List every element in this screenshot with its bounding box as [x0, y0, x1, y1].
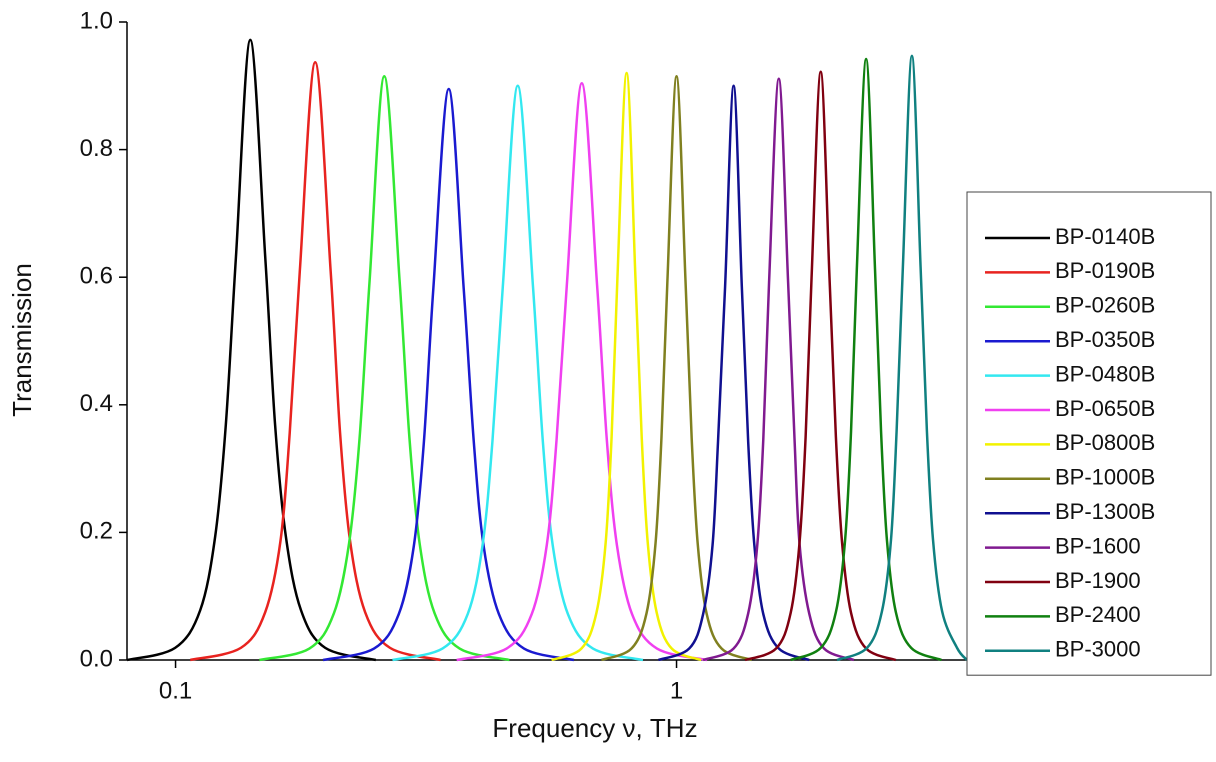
legend-label: BP-0800B: [1055, 430, 1155, 455]
series-line: [189, 60, 441, 662]
legend-label: BP-0480B: [1055, 361, 1155, 386]
legend-label: BP-3000: [1055, 637, 1141, 662]
legend-label: BP-2400: [1055, 602, 1141, 627]
series-line: [259, 74, 510, 662]
y-tick-label: 0.0: [80, 645, 113, 672]
legend-label: BP-0350B: [1055, 327, 1155, 352]
series-line: [790, 57, 942, 662]
series-line: [657, 84, 810, 662]
legend-label: BP-0650B: [1055, 396, 1155, 421]
legend-label: BP-1000B: [1055, 465, 1155, 490]
y-tick-label: 0.8: [80, 135, 113, 162]
series-line: [836, 54, 968, 662]
series-line: [322, 87, 575, 662]
series-line: [702, 77, 855, 662]
legend-label: BP-1600: [1055, 533, 1141, 558]
y-tick-label: 0.4: [80, 390, 113, 417]
legend-label: BP-0190B: [1055, 258, 1155, 283]
x-axis-label: Frequency ν, THz: [492, 713, 697, 743]
series-line: [456, 81, 708, 662]
y-tick-label: 0.6: [80, 263, 113, 290]
x-tick-label: 1: [670, 677, 683, 704]
y-axis-label: Transmission: [7, 263, 37, 417]
series-line: [744, 70, 897, 662]
series-line: [126, 38, 377, 662]
legend-label: BP-0260B: [1055, 293, 1155, 318]
series-line: [392, 84, 644, 662]
y-tick-label: 0.2: [80, 518, 113, 545]
y-tick-label: 1.0: [80, 7, 113, 34]
legend-label: BP-1300B: [1055, 499, 1155, 524]
series-line: [600, 74, 753, 662]
legend-label: BP-0140B: [1055, 224, 1155, 249]
legend-label: BP-1900: [1055, 568, 1141, 593]
x-tick-label: 0.1: [159, 677, 192, 704]
